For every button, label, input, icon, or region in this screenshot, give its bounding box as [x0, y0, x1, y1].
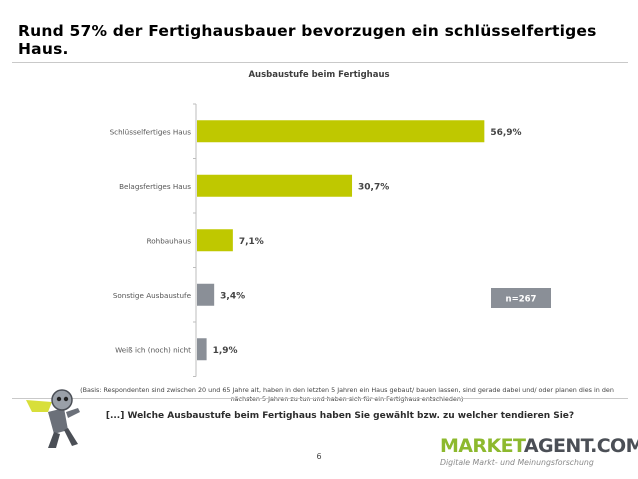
bottom-divider: [12, 398, 628, 399]
value-label: 30,7%: [358, 182, 389, 192]
chart-title: Ausbaustufe beim Fertighaus: [248, 70, 390, 80]
value-label: 1,9%: [213, 346, 238, 356]
category-label: Weiß ich (noch) nicht: [115, 345, 191, 354]
bar: [197, 338, 207, 361]
category-label: Sonstige Ausbaustufe: [113, 291, 192, 300]
value-label: 7,1%: [239, 237, 264, 247]
survey-question: [...] Welche Ausbaustufe beim Fertighaus…: [105, 411, 575, 421]
bar: [197, 229, 233, 252]
value-label: 3,4%: [220, 291, 245, 301]
brand-name: MARKETAGENT.COM: [440, 435, 638, 457]
page-number: 6: [316, 452, 322, 461]
bar: [197, 174, 353, 197]
sample-size-badge: [491, 288, 551, 308]
basis-footnote: (Basis: Respondenten sind zwischen 20 un…: [80, 386, 614, 403]
sample-size-label: n=267: [506, 295, 537, 305]
brand-tagline: Digitale Markt- und Meinungsforschung: [440, 458, 594, 467]
category-label: Schlüsselfertiges Haus: [110, 127, 192, 136]
mascot-agent-icon: [26, 389, 80, 448]
category-label: Belagsfertiges Haus: [119, 182, 191, 191]
top-divider: [12, 62, 628, 63]
value-label: 56,9%: [490, 128, 521, 138]
page-headline: Rund 57% der Fertighausbauer bevorzugen …: [18, 22, 597, 58]
brand-logo: MARKETAGENT.COM: [440, 436, 638, 456]
category-label: Rohbauhaus: [147, 236, 192, 245]
bar: [197, 120, 485, 143]
bar: [197, 283, 215, 306]
